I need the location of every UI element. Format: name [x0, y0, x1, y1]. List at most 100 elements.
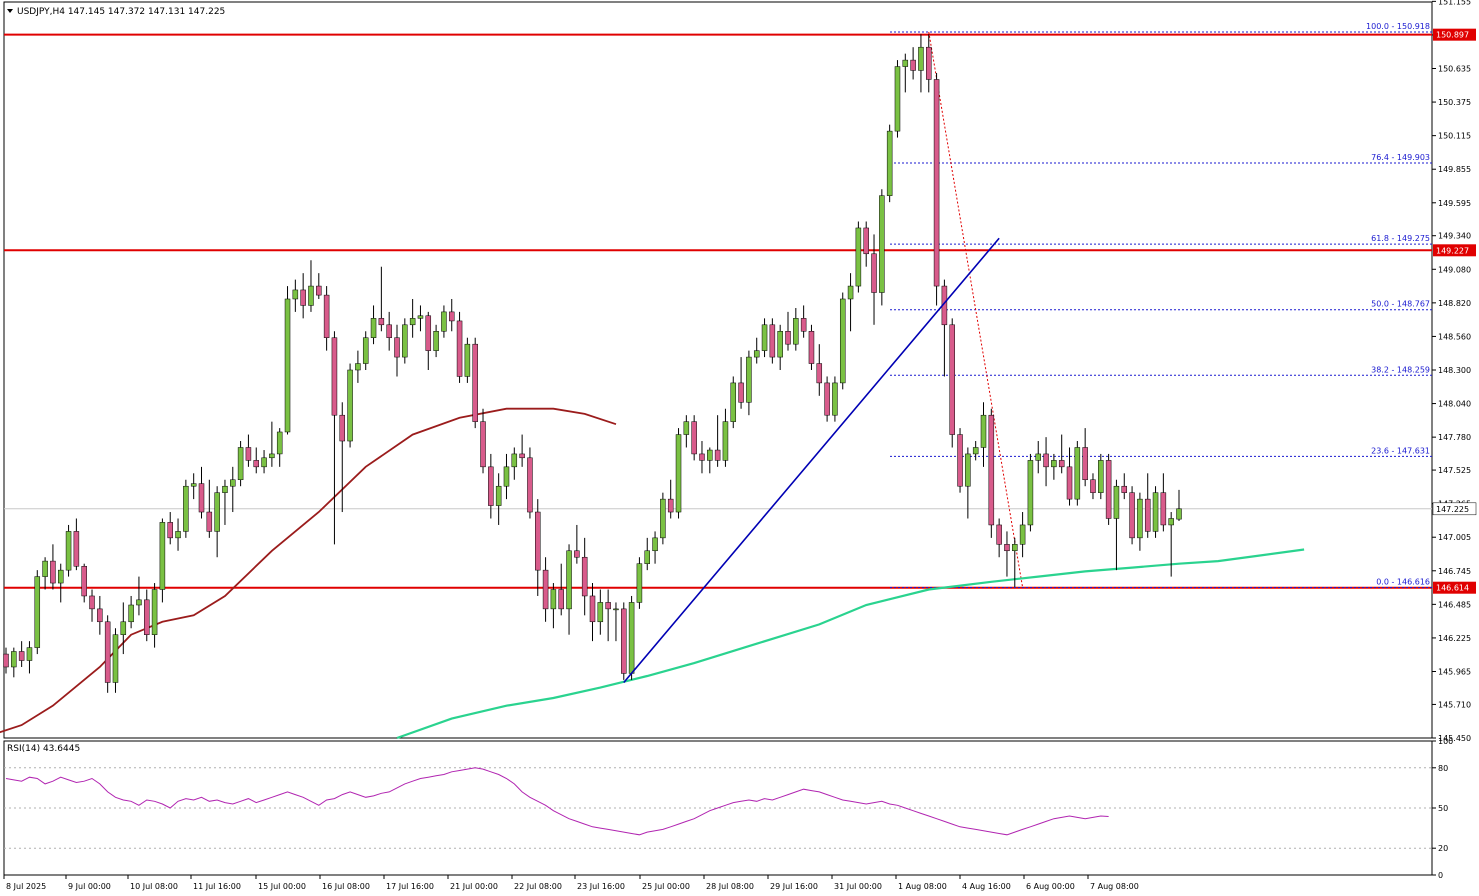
candle — [136, 576, 142, 616]
axis-price-labels: 150.897 149.227 146.614 147.225 — [1432, 28, 1477, 594]
candle — [1137, 492, 1143, 551]
candle-body — [667, 498, 674, 513]
candle — [1168, 512, 1174, 577]
trendline[interactable] — [623, 237, 1000, 683]
price-tick-label: 150.115 — [1438, 132, 1471, 141]
candle-body — [644, 550, 650, 564]
candle — [574, 524, 580, 564]
candle-body — [699, 453, 705, 461]
candle-body — [362, 337, 369, 364]
candle-body — [988, 414, 995, 526]
candle-body — [151, 589, 158, 635]
candle-body — [550, 589, 557, 610]
candle-body — [331, 337, 338, 416]
candle — [824, 376, 830, 422]
candle-body — [65, 531, 72, 571]
candle — [230, 466, 236, 513]
candle — [886, 124, 893, 203]
candle-body — [972, 447, 979, 455]
candle — [292, 279, 299, 312]
candle — [26, 641, 33, 674]
level-price-tag-text: 150.897 — [1436, 31, 1469, 40]
candle-body — [722, 421, 729, 461]
candle — [800, 305, 807, 338]
uptrend-line — [623, 237, 1000, 683]
candle-body — [738, 382, 744, 403]
time-tick-label: 17 Jul 16:00 — [386, 882, 434, 891]
candle — [980, 402, 987, 467]
candle — [1082, 428, 1088, 487]
candle — [34, 570, 41, 655]
rsi-title: RSI(14) 43.6445 — [7, 744, 80, 754]
rsi-line — [5, 767, 1109, 836]
candle — [933, 73, 940, 306]
candle — [918, 34, 924, 93]
candle-body — [112, 634, 119, 683]
candle — [652, 531, 658, 564]
candle — [816, 344, 823, 396]
candle — [261, 450, 267, 474]
candle — [1129, 486, 1135, 545]
candle-body — [190, 483, 197, 487]
candle — [613, 602, 619, 642]
candle-body — [1043, 453, 1049, 468]
candle-body — [683, 421, 690, 435]
moving-average-slow — [396, 548, 1305, 740]
candle-body — [120, 621, 127, 635]
candle — [18, 641, 25, 667]
fib-level-label: 0.0 - 146.616 — [1376, 577, 1430, 586]
candle-body — [339, 414, 346, 442]
candle — [402, 318, 408, 364]
candle-body — [957, 434, 963, 487]
candle — [527, 447, 533, 519]
candle-body — [660, 498, 666, 539]
time-tick-label: 16 Jul 08:00 — [322, 882, 370, 891]
candle — [409, 298, 416, 338]
candle-body — [472, 343, 478, 422]
candle — [730, 376, 737, 429]
candle — [808, 324, 815, 370]
fib-level-label: 76.4 - 149.903 — [1371, 153, 1430, 162]
price-tick-label: 150.375 — [1438, 98, 1471, 107]
fib-diagonal — [928, 31, 1024, 588]
candle-body — [785, 331, 791, 345]
candle — [222, 479, 228, 525]
candle — [871, 234, 877, 325]
collapse-triangle-icon[interactable] — [7, 9, 13, 13]
candle — [144, 589, 150, 642]
candle — [660, 492, 666, 545]
chart-title: USDJPY,H4 147.145 147.372 147.131 147.22… — [17, 7, 225, 17]
candle — [753, 337, 760, 364]
candle-body — [425, 315, 432, 351]
candle — [1105, 453, 1112, 525]
candle-body — [214, 492, 220, 532]
candle — [1098, 453, 1104, 500]
candle — [370, 305, 377, 345]
time-tick-label: 9 Jul 00:00 — [68, 882, 111, 891]
candle-body — [566, 550, 572, 610]
candle — [89, 589, 95, 622]
fib-level-label: 50.0 - 148.767 — [1371, 300, 1430, 309]
candle-body — [1160, 492, 1167, 526]
candle-body — [198, 483, 205, 513]
candle-body — [1113, 485, 1120, 519]
candle-body — [1004, 544, 1010, 552]
candle — [855, 221, 862, 293]
candle — [175, 518, 181, 551]
time-tick-label: 22 Jul 08:00 — [514, 882, 562, 891]
candle — [542, 557, 549, 622]
candle-body — [980, 414, 987, 448]
candle-body — [18, 651, 25, 661]
candle-body — [542, 569, 549, 610]
candle-body — [57, 569, 64, 584]
candle-body — [949, 324, 955, 435]
candle — [1176, 489, 1182, 521]
candle-body — [1105, 460, 1112, 519]
time-tick-label: 6 Aug 00:00 — [1026, 882, 1075, 891]
candle — [159, 518, 166, 603]
candle — [50, 544, 56, 590]
candle-body — [495, 485, 502, 506]
candle — [972, 441, 979, 461]
candle-body — [847, 285, 854, 300]
candle — [237, 441, 244, 487]
